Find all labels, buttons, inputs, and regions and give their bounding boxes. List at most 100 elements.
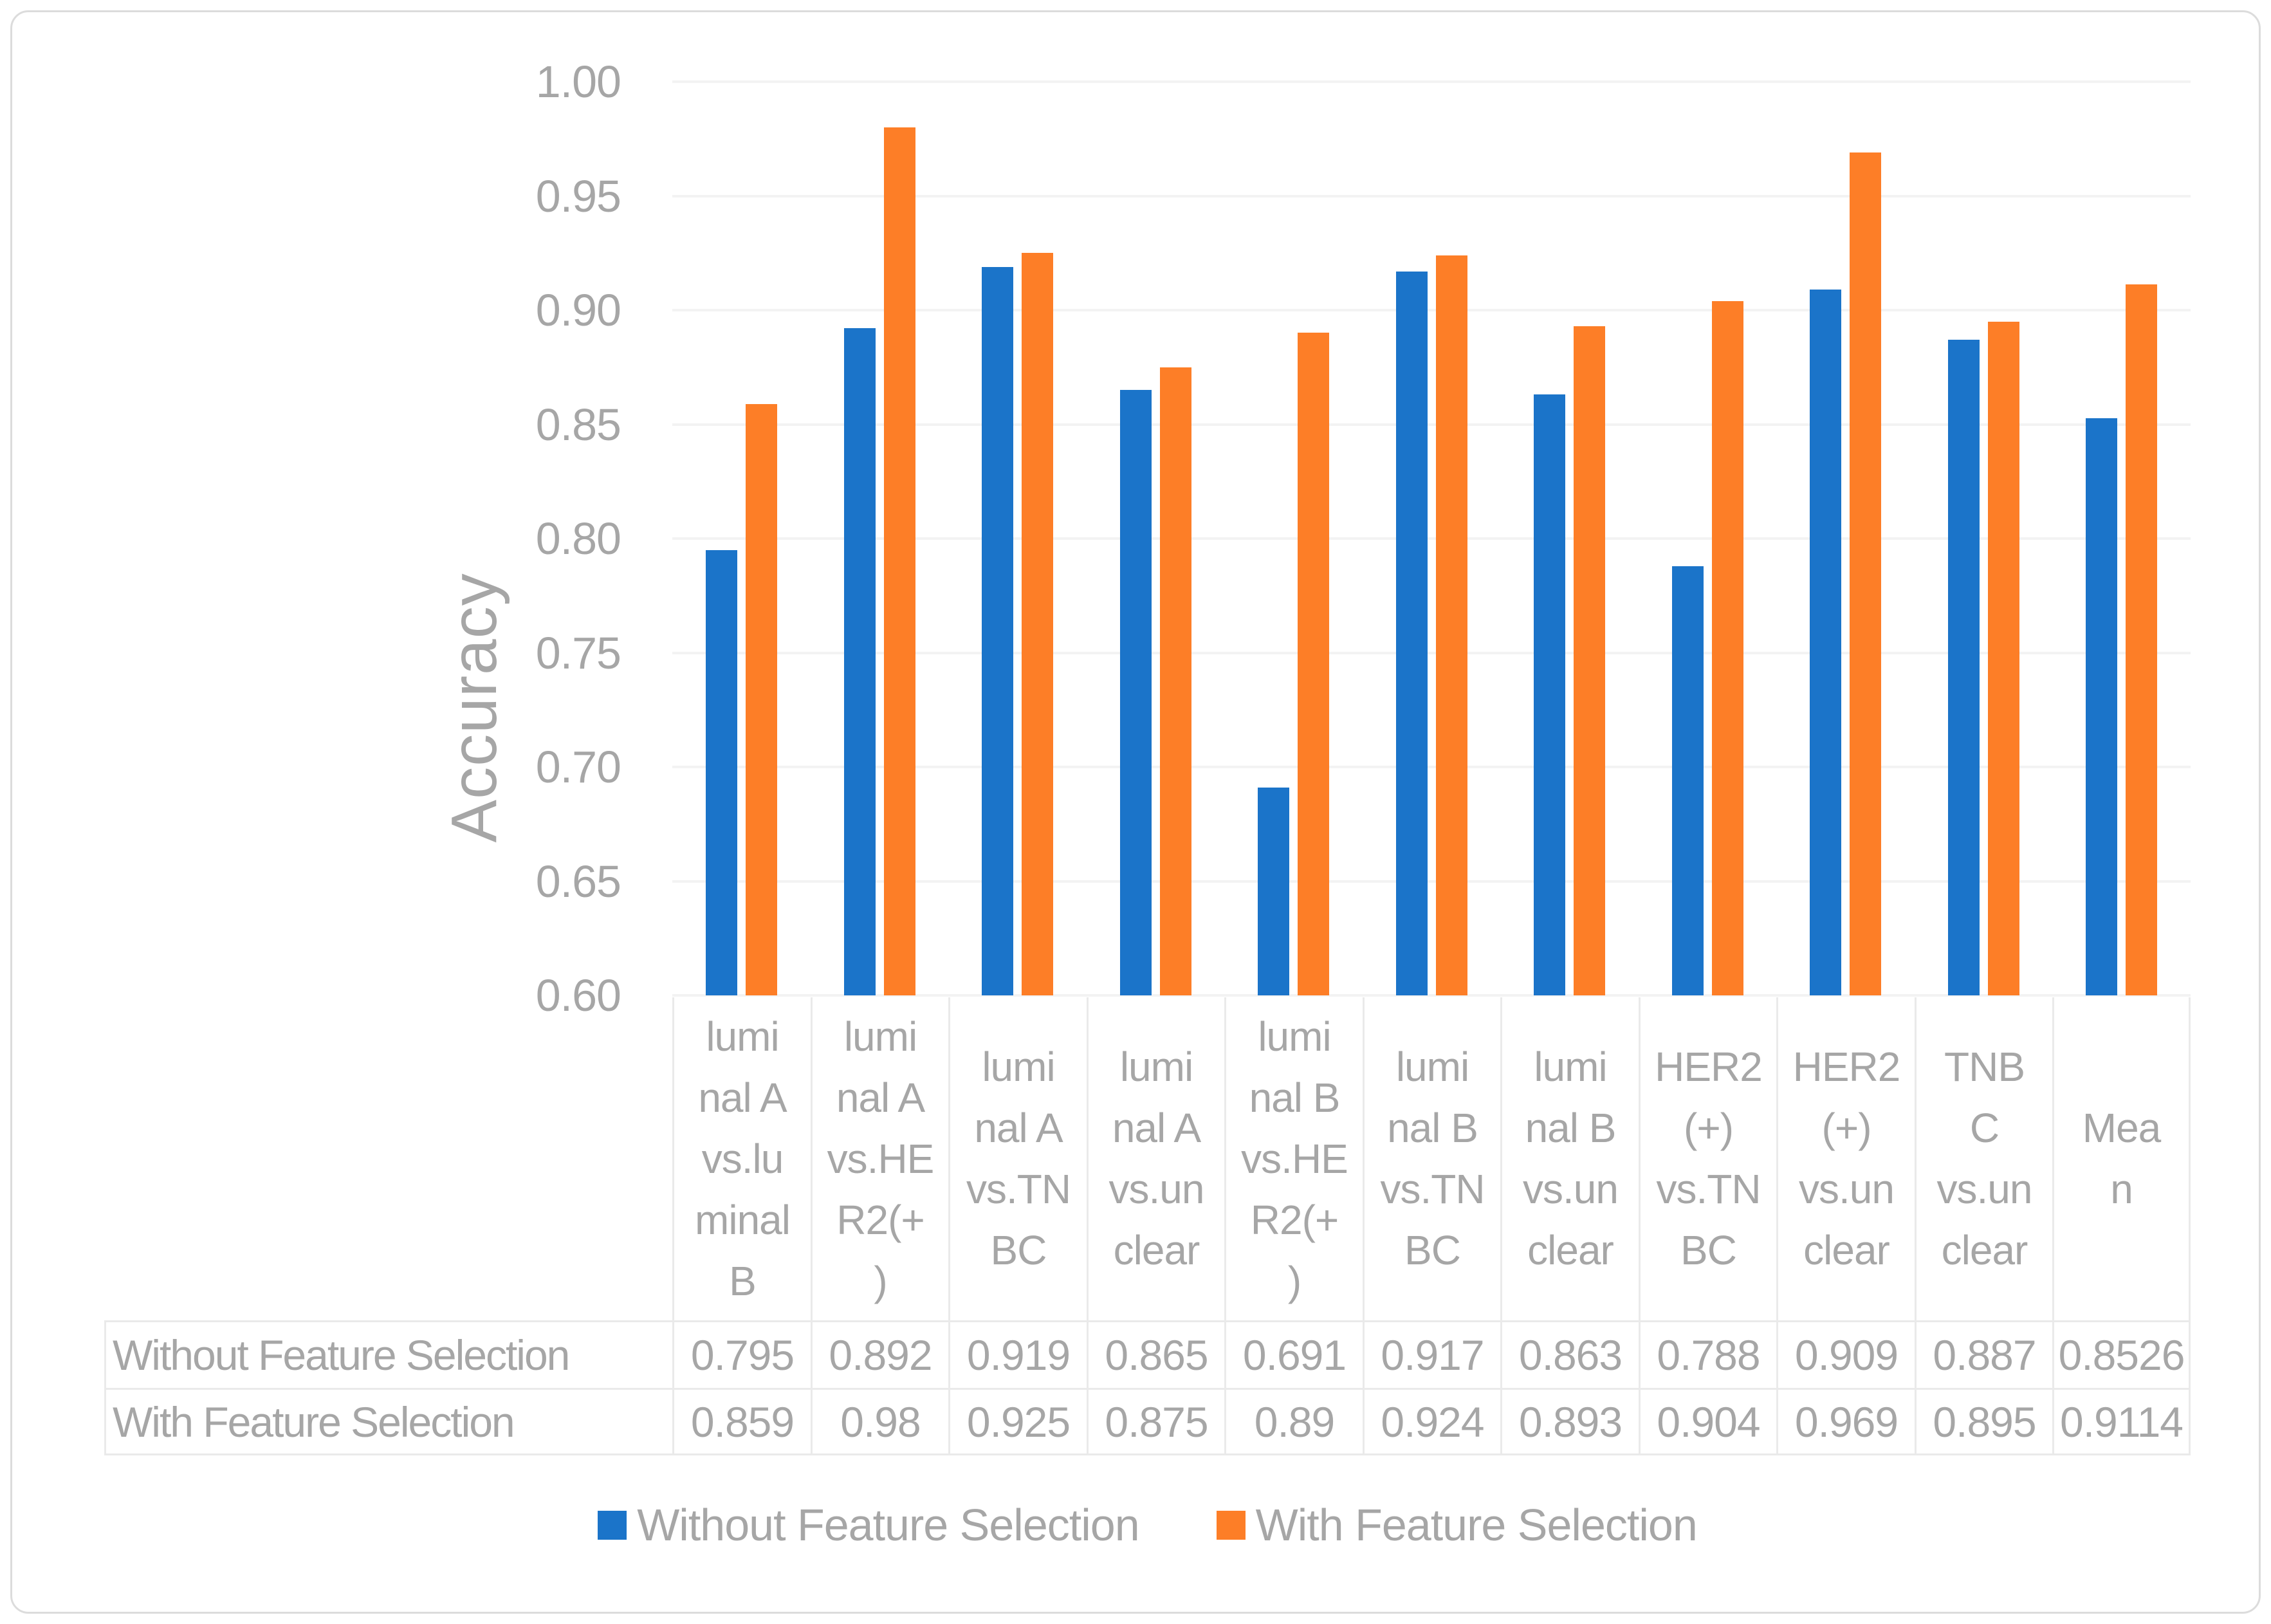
bar-with-feature-selection [1712, 301, 1743, 995]
table-value-cell: 0.89 [1224, 1388, 1363, 1455]
category-label-line: clear [1113, 1227, 1200, 1273]
legend-label: Without Feature Selection [637, 1500, 1139, 1550]
bar-with-feature-selection [1574, 326, 1605, 995]
bar-with-feature-selection [1298, 333, 1329, 995]
category-label-line: vs.TN [966, 1166, 1071, 1212]
table-value-cell: 0.875 [1087, 1388, 1224, 1455]
category-label: HER2 (+) vs.TN BC [1639, 997, 1776, 1320]
bar-without-feature-selection [1258, 788, 1289, 995]
table-value-cell: 0.9114 [2052, 1388, 2191, 1455]
category-label-line: HER2 [1655, 1044, 1763, 1090]
bar-with-feature-selection [746, 404, 777, 995]
legend-item: With Feature Selection [1216, 1499, 1698, 1551]
table-value-cell: 0.909 [1776, 1320, 1915, 1388]
y-axis-tick-label: 0.85 [535, 400, 621, 450]
category-label: lumi nal B vs.TN BC [1363, 997, 1500, 1320]
category-label-line: vs.HE [827, 1135, 935, 1182]
category-label-line: Mea [2082, 1105, 2161, 1151]
legend-item: Without Feature Selection [598, 1499, 1140, 1551]
category-label-line: nal A [1112, 1105, 1201, 1151]
y-axis-tick-label: 1.00 [535, 57, 621, 107]
category-label-line: nal A [836, 1074, 925, 1121]
table-value-cell: 0.904 [1639, 1388, 1776, 1455]
category-label-line: clear [1941, 1227, 2028, 1273]
category-label-line: vs.TN [1656, 1166, 1761, 1212]
category-label-line: nal B [1387, 1105, 1478, 1151]
table-value-cell: 0.795 [672, 1320, 811, 1388]
category-label-line: lumi [1119, 1044, 1193, 1090]
gridline [672, 652, 2191, 654]
bar-with-feature-selection [1022, 253, 1053, 995]
table-value-cell: 0.8526 [2052, 1320, 2191, 1388]
bar-with-feature-selection [1436, 255, 1467, 995]
category-label-line: lumi [1534, 1044, 1607, 1090]
category-label-line: clear [1803, 1227, 1890, 1273]
gridline [672, 80, 2191, 83]
category-label-line: vs.TN [1380, 1166, 1485, 1212]
table-value-cell: 0.895 [1915, 1388, 2052, 1455]
table-value-cell: 0.925 [948, 1388, 1087, 1455]
chart-legend: Without Feature Selection With Feature Se… [104, 1499, 2191, 1551]
category-label-line: clear [1527, 1227, 1614, 1273]
category-label-line: lumi [1395, 1044, 1469, 1090]
category-label-line: ) [874, 1257, 887, 1304]
category-label-line: B [729, 1257, 757, 1304]
gridline [672, 195, 2191, 198]
category-label-line: lumi [843, 1013, 917, 1060]
table-value-cell: 0.863 [1500, 1320, 1639, 1388]
table-value-cell: 0.919 [948, 1320, 1087, 1388]
table-value-cell: 0.917 [1363, 1320, 1500, 1388]
legend-color-marker [1216, 1510, 1246, 1540]
category-label-line: lumi [982, 1044, 1055, 1090]
category-label-line: lumi [1258, 1013, 1331, 1060]
table-row-header: With Feature Selection [104, 1388, 672, 1455]
bar-with-feature-selection [884, 127, 915, 995]
category-label-line: BC [1680, 1227, 1737, 1273]
gridline [672, 537, 2191, 540]
bar-with-feature-selection [1160, 367, 1191, 995]
table-value-cell: 0.969 [1776, 1388, 1915, 1455]
table-row-header: Without Feature Selection [104, 1320, 672, 1388]
category-label-line: nal A [974, 1105, 1063, 1151]
y-axis-tick-label: 0.95 [535, 171, 621, 221]
category-label-line: n [2110, 1166, 2133, 1212]
category-label-line: vs.un [1523, 1166, 1619, 1212]
category-label-line: (+) [1821, 1105, 1872, 1151]
table-value-cell: 0.98 [811, 1388, 948, 1455]
category-label: lumi nal A vs.un clear [1087, 997, 1224, 1320]
category-label-line: vs.un [1799, 1166, 1895, 1212]
bar-without-feature-selection [706, 550, 737, 995]
category-label-line: minal [695, 1196, 791, 1243]
category-label-line: (+) [1684, 1105, 1734, 1151]
bar-without-feature-selection [1120, 390, 1152, 995]
bar-without-feature-selection [1810, 290, 1841, 995]
table-value-cell: 0.924 [1363, 1388, 1500, 1455]
category-label-line: HER2 [1792, 1044, 1901, 1090]
table-value-cell: 0.893 [1500, 1388, 1639, 1455]
bar-without-feature-selection [1948, 340, 1980, 995]
category-label-line: C [1969, 1105, 2000, 1151]
gridline [672, 994, 2191, 997]
category-label-line: nal B [1525, 1105, 1617, 1151]
bar-without-feature-selection [1672, 566, 1704, 995]
gridline [672, 766, 2191, 768]
table-value-cell: 0.788 [1639, 1320, 1776, 1388]
table-value-cell: 0.892 [811, 1320, 948, 1388]
legend-label: With Feature Selection [1255, 1500, 1698, 1550]
table-value-cell: 0.691 [1224, 1320, 1363, 1388]
bar-without-feature-selection [1534, 394, 1565, 995]
category-label-line: vs.lu [701, 1135, 784, 1182]
category-label-line: ) [1287, 1257, 1301, 1304]
gridline [672, 309, 2191, 311]
bar-without-feature-selection [2086, 418, 2117, 995]
category-label-line: R2(+ [1250, 1196, 1339, 1243]
y-axis-tick-label: 0.80 [535, 513, 621, 564]
category-label: lumi nal A vs.TN BC [948, 997, 1087, 1320]
category-label-line: TNB [1944, 1044, 2025, 1090]
table-value-cell: 0.887 [1915, 1320, 2052, 1388]
table-value-cell: 0.865 [1087, 1320, 1224, 1388]
category-label-line: vs.un [1108, 1166, 1205, 1212]
bar-with-feature-selection [1988, 322, 2019, 995]
bar-with-feature-selection [1850, 152, 1881, 995]
